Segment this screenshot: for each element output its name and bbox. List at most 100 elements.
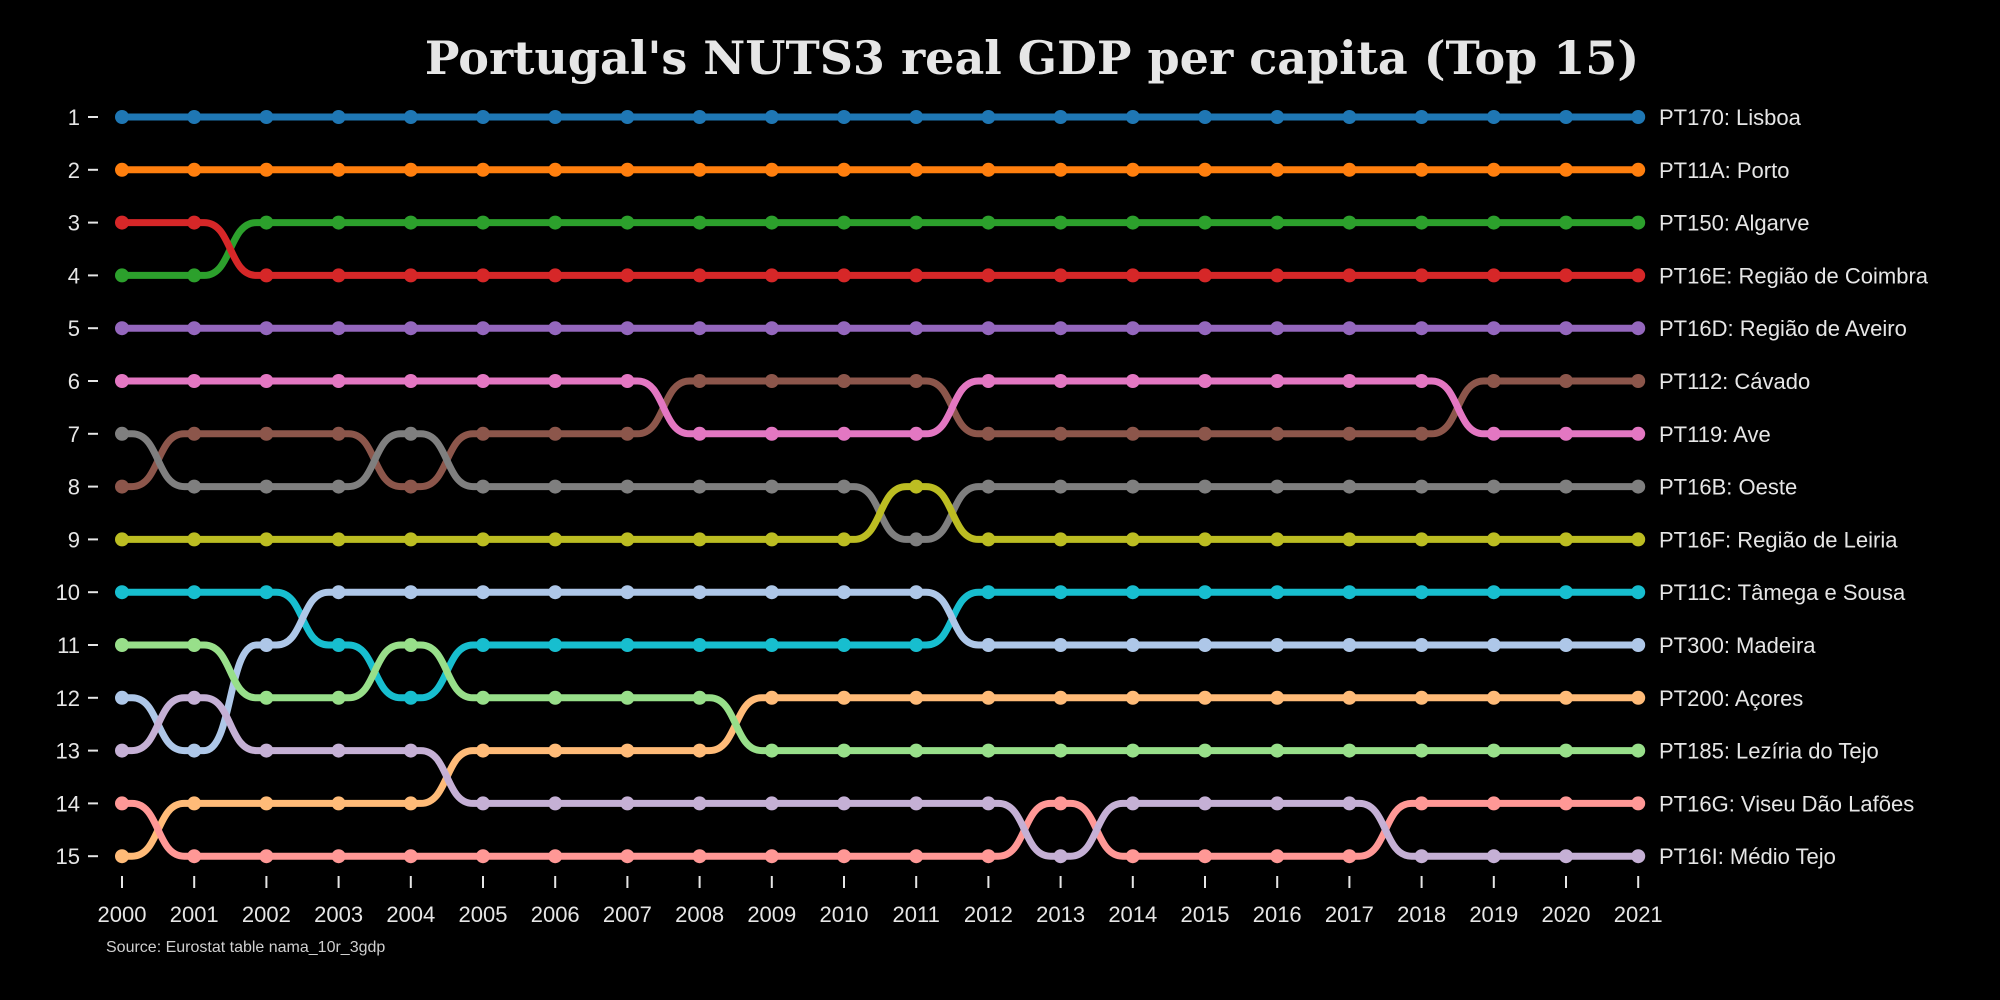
series-point: [837, 690, 851, 705]
y-tick-label: 9: [68, 527, 80, 552]
series-point: [548, 268, 563, 283]
series-point: [1270, 532, 1285, 547]
series-point: [259, 162, 274, 177]
x-tick-label: 2017: [1325, 902, 1374, 927]
series-point: [1414, 585, 1429, 600]
series-point: [1559, 690, 1573, 705]
series-point: [1053, 849, 1068, 864]
series-point: [187, 215, 202, 230]
series-point: [1125, 743, 1140, 758]
series-point: [115, 585, 129, 600]
x-tick-label: 2015: [1181, 902, 1230, 927]
series-point: [1053, 426, 1068, 441]
series-point: [1125, 268, 1140, 283]
series-point: [1486, 638, 1501, 652]
series-point: [1270, 268, 1285, 283]
series-point: [115, 426, 129, 441]
series: [115, 215, 1646, 283]
series-point: [259, 321, 274, 336]
series-point: [1198, 743, 1212, 758]
series-point: [1198, 426, 1212, 441]
series-point: [403, 585, 418, 600]
series-point: [476, 426, 490, 441]
series-point: [1198, 374, 1212, 388]
series-point: [981, 268, 996, 283]
series-point: [1342, 585, 1357, 600]
series-point: [403, 374, 418, 388]
series: [115, 690, 1646, 864]
series-point: [1342, 479, 1357, 494]
y-tick-label: 7: [68, 422, 80, 447]
series-point: [837, 110, 851, 124]
series-point: [1559, 110, 1573, 124]
series-point: [1631, 690, 1646, 705]
series: [115, 321, 1646, 336]
series-point: [692, 849, 707, 864]
series-label: PT300: Madeira: [1659, 633, 1816, 658]
series-point: [620, 743, 635, 758]
series-point: [476, 110, 490, 124]
series-point: [331, 321, 346, 336]
series-point: [403, 743, 418, 758]
series-line: [118, 483, 1642, 543]
series-point: [259, 690, 274, 705]
series-point: [331, 690, 346, 705]
series-point: [259, 215, 274, 230]
series: [115, 426, 1646, 547]
series-point: [187, 849, 202, 864]
series-line: [118, 219, 1642, 279]
series-point: [1053, 743, 1068, 758]
series-point: [981, 743, 996, 758]
series-point: [1270, 690, 1285, 705]
series-point: [981, 796, 996, 811]
series-point: [476, 479, 490, 494]
series-point: [1342, 321, 1357, 336]
series-point: [1342, 268, 1357, 283]
series-point: [692, 426, 707, 441]
series-point: [909, 638, 924, 652]
series-label: PT16B: Oeste: [1659, 475, 1797, 500]
x-tick-label: 2002: [242, 902, 291, 927]
series-point: [1414, 849, 1429, 864]
series-point: [187, 268, 202, 283]
series-point: [1414, 268, 1429, 283]
series-point: [1486, 374, 1501, 388]
series-label: PT16E: Região de Coimbra: [1659, 263, 1929, 288]
series-point: [1053, 585, 1068, 600]
series-point: [1414, 743, 1429, 758]
series-point: [476, 849, 490, 864]
series-point: [403, 162, 418, 177]
series-point: [620, 638, 635, 652]
series-point: [764, 479, 779, 494]
series-point: [1486, 268, 1501, 283]
series-point: [115, 215, 129, 230]
series-point: [909, 321, 924, 336]
series-point: [1198, 585, 1212, 600]
series-point: [1631, 743, 1646, 758]
series-point: [909, 426, 924, 441]
series-point: [692, 110, 707, 124]
series-point: [476, 321, 490, 336]
series-point: [909, 479, 924, 494]
series-line: [118, 694, 1642, 860]
series-label: PT16D: Região de Aveiro: [1659, 316, 1907, 341]
series-point: [1270, 638, 1285, 652]
series-point: [764, 743, 779, 758]
x-axis: 2000 2001 2002 2003 2004 2005 2006 2007 2008 2009…: [98, 876, 1663, 927]
series-point: [1414, 374, 1429, 388]
series-point: [548, 110, 563, 124]
series-point: [1198, 479, 1212, 494]
series-point: [476, 268, 490, 283]
series-label: PT112: Cávado: [1659, 369, 1810, 394]
series-point: [1270, 426, 1285, 441]
series-point: [1559, 479, 1573, 494]
x-tick-label: 2020: [1542, 902, 1591, 927]
y-tick-label: 8: [68, 475, 80, 500]
series-point: [1486, 796, 1501, 811]
series-point: [1631, 110, 1646, 124]
series-point: [837, 215, 851, 230]
series-point: [620, 374, 635, 388]
series-point: [1342, 743, 1357, 758]
series-point: [620, 585, 635, 600]
series-point: [1342, 796, 1357, 811]
